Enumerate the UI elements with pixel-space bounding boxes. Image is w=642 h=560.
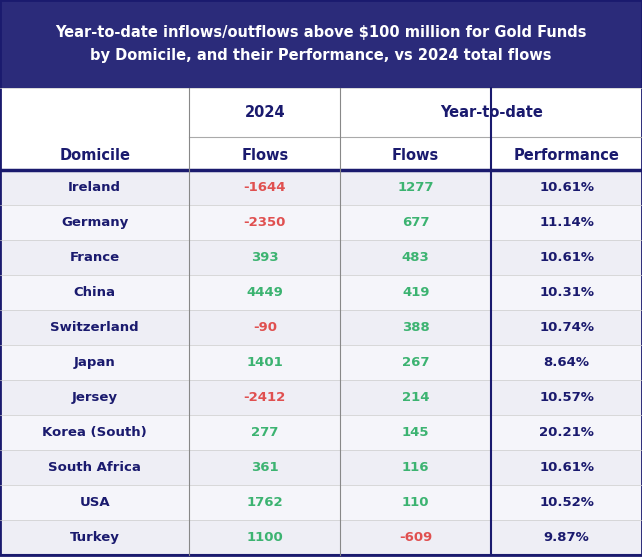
Text: 1277: 1277: [397, 181, 434, 194]
Text: 677: 677: [402, 216, 429, 229]
Bar: [0, 380, 642, 415]
Text: South Africa: South Africa: [48, 461, 141, 474]
Text: 10.52%: 10.52%: [539, 496, 594, 509]
Text: 9.87%: 9.87%: [544, 531, 589, 544]
Text: 10.57%: 10.57%: [539, 391, 594, 404]
Text: Flows: Flows: [392, 148, 439, 163]
Text: France: France: [69, 251, 120, 264]
Bar: [0, 450, 642, 485]
Text: 20.21%: 20.21%: [539, 426, 594, 439]
Text: Korea (South): Korea (South): [42, 426, 147, 439]
Text: 110: 110: [402, 496, 429, 509]
Text: Ireland: Ireland: [68, 181, 121, 194]
Text: 419: 419: [402, 286, 429, 299]
Text: Japan: Japan: [74, 356, 116, 369]
Bar: [0, 88, 642, 170]
Text: -90: -90: [253, 321, 277, 334]
Bar: [0, 415, 642, 450]
Text: -1644: -1644: [243, 181, 286, 194]
Text: 277: 277: [251, 426, 279, 439]
Text: 10.61%: 10.61%: [539, 181, 594, 194]
Text: 214: 214: [402, 391, 429, 404]
Text: 483: 483: [402, 251, 429, 264]
Text: 2024: 2024: [245, 105, 285, 120]
Text: 267: 267: [402, 356, 429, 369]
Text: 1401: 1401: [247, 356, 283, 369]
Bar: [0, 240, 642, 275]
Text: 11.14%: 11.14%: [539, 216, 594, 229]
Text: 388: 388: [402, 321, 429, 334]
Text: 1762: 1762: [247, 496, 283, 509]
Text: Year-to-date: Year-to-date: [440, 105, 542, 120]
Text: 10.31%: 10.31%: [539, 286, 594, 299]
Text: USA: USA: [80, 496, 110, 509]
Text: Domicile: Domicile: [59, 148, 130, 163]
Bar: [0, 345, 642, 380]
Text: Switzerland: Switzerland: [50, 321, 139, 334]
Bar: [0, 520, 642, 555]
Bar: [0, 0, 642, 88]
Bar: [0, 275, 642, 310]
Text: 393: 393: [251, 251, 279, 264]
Bar: [0, 485, 642, 520]
Text: 116: 116: [402, 461, 429, 474]
Text: 8.64%: 8.64%: [544, 356, 589, 369]
Text: Flows: Flows: [241, 148, 288, 163]
Text: Year-to-date inflows/outflows above $100 million for Gold Funds
by Domicile, and: Year-to-date inflows/outflows above $100…: [55, 25, 587, 63]
Text: China: China: [74, 286, 116, 299]
Text: 10.61%: 10.61%: [539, 461, 594, 474]
Text: -2350: -2350: [243, 216, 286, 229]
Text: 4449: 4449: [247, 286, 283, 299]
Text: -2412: -2412: [244, 391, 286, 404]
Text: Turkey: Turkey: [70, 531, 119, 544]
Text: Jersey: Jersey: [72, 391, 117, 404]
Text: Performance: Performance: [514, 148, 620, 163]
Text: 10.61%: 10.61%: [539, 251, 594, 264]
Text: 1100: 1100: [247, 531, 283, 544]
Bar: [0, 310, 642, 345]
Text: Germany: Germany: [61, 216, 128, 229]
Bar: [0, 205, 642, 240]
Text: -609: -609: [399, 531, 432, 544]
Text: 361: 361: [251, 461, 279, 474]
Bar: [0, 170, 642, 205]
Text: 145: 145: [402, 426, 429, 439]
Text: 10.74%: 10.74%: [539, 321, 594, 334]
